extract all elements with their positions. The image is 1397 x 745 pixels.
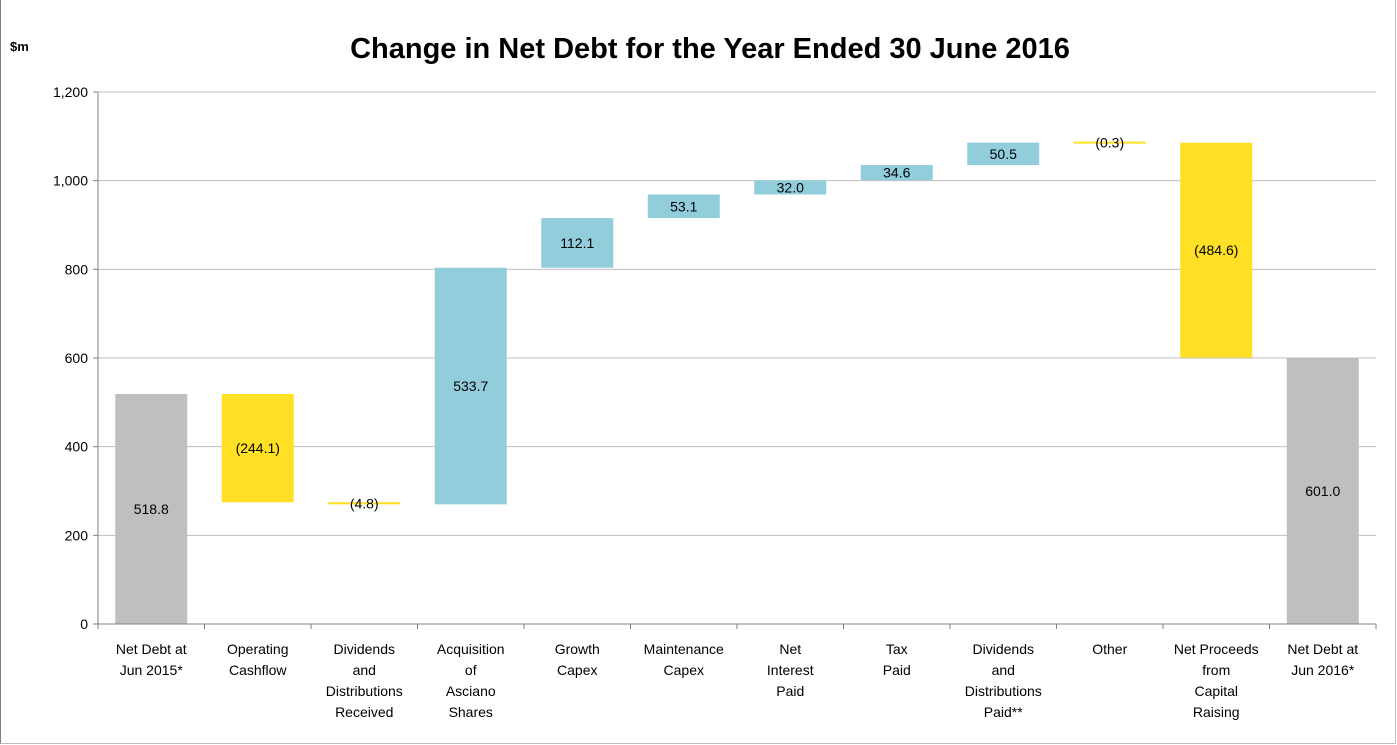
x-tick-label: Acquisition of Asciano Shares: [437, 641, 505, 720]
y-tick-label: 0: [80, 616, 88, 632]
data-label: (484.6): [1194, 242, 1238, 258]
bar: [115, 393, 188, 624]
y-tick-label: 400: [65, 439, 89, 455]
y-tick-label: 1,000: [53, 173, 88, 189]
data-label: 112.1: [560, 235, 594, 251]
y-axis: 0 200 400 600 800 1,000 1,200: [53, 84, 99, 632]
bar: [754, 180, 827, 195]
x-tick-label: Maintenance Capex: [644, 641, 724, 678]
x-tick-label: Dividends and Distributions Paid**: [965, 641, 1042, 720]
data-label: (244.1): [236, 440, 280, 456]
data-label: 518.8: [134, 501, 169, 517]
bar: [1073, 141, 1146, 144]
x-tick-label: Net Proceeds from Capital Raising: [1174, 641, 1259, 720]
data-label: (4.8): [350, 495, 379, 511]
bar: [967, 142, 1040, 165]
x-tick-label: Other: [1092, 641, 1127, 657]
bar: [434, 267, 507, 505]
x-tick-label: Dividends and Distributions Received: [326, 641, 403, 720]
data-label: 601.0: [1305, 483, 1340, 499]
bar: [860, 164, 933, 181]
bar: [328, 502, 401, 505]
bar: [1180, 142, 1253, 358]
bar: [647, 194, 720, 219]
y-tick-label: 600: [65, 350, 89, 366]
x-tick-label: Net Debt at Jun 2015*: [116, 641, 187, 678]
data-label: 533.7: [453, 378, 488, 394]
x-tick-label: Net Interest Paid: [767, 641, 814, 699]
data-label: 34.6: [883, 165, 910, 181]
gridlines: [98, 91, 1376, 536]
bar: [221, 393, 294, 503]
unit-label: $m: [10, 39, 29, 54]
bar: [541, 218, 614, 268]
data-label: 50.5: [990, 146, 1017, 162]
x-tick-label: Tax Paid: [883, 641, 911, 678]
y-tick-label: 800: [65, 261, 89, 277]
data-label: 53.1: [670, 198, 697, 214]
data-label: 32.0: [777, 179, 804, 195]
x-axis: Net Debt at Jun 2015* Operating Cashflow Div…: [97, 623, 1377, 720]
x-tick-label: Net Debt at Jun 2016*: [1287, 641, 1358, 678]
y-tick-label: 1,200: [53, 84, 88, 100]
bars: 518.8 (244.1) (4.8) 533.7 112.1 53.1 32.0 34.6 5…: [115, 135, 1359, 624]
y-tick-label: 200: [65, 527, 89, 543]
x-tick-label: Operating Cashflow: [227, 641, 288, 678]
bar: [1286, 357, 1359, 624]
data-label: (0.3): [1095, 135, 1124, 151]
chart-title: Change in Net Debt for the Year Ended 30…: [350, 33, 1070, 65]
x-tick-label: Growth Capex: [555, 641, 600, 678]
